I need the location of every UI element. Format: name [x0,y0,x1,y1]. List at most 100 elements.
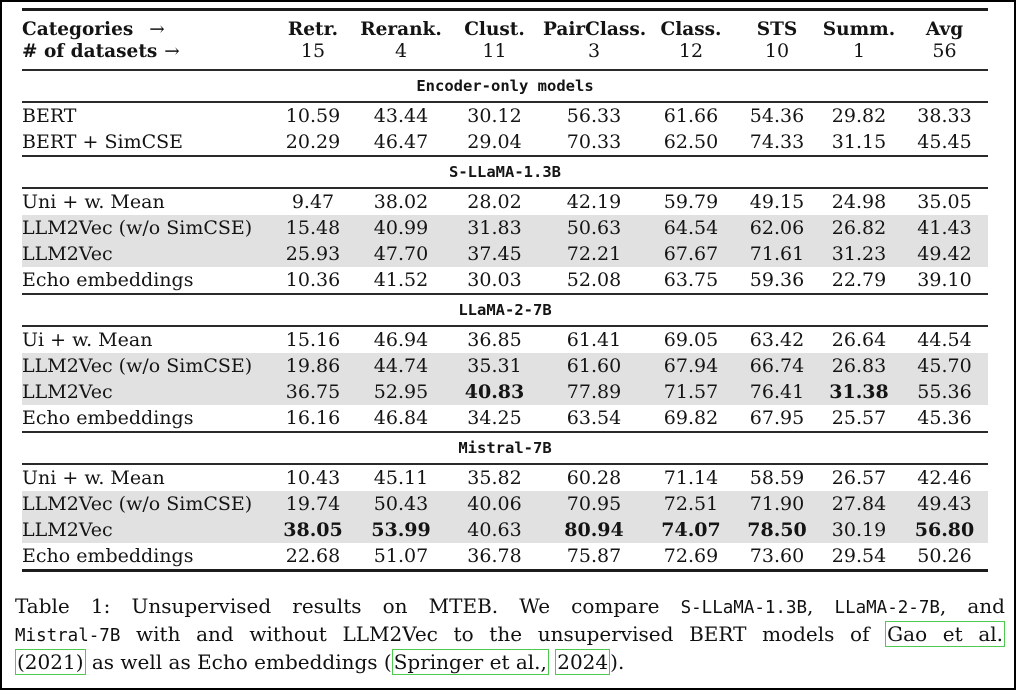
table-row: BERT 10.59 43.44 30.12 56.33 61.66 54.36 29.82 3… [22,102,988,129]
metric-value: 62.06 [737,215,817,241]
row-label: Uni + w. Mean [22,467,165,489]
column-header: Class. [660,19,722,40]
caption-text: as well as Echo embeddings ( [85,649,392,674]
metric-value: 72.21 [543,241,645,267]
categories-header-cell: Categories → [22,10,270,40]
metric-value: 27.84 [817,491,901,517]
dataset-count: 56 [901,40,988,71]
metric-value: 35.82 [467,467,522,489]
row-label: Echo embeddings [22,407,194,429]
metric-value: 19.86 [270,353,356,379]
metric-value: 40.99 [356,215,446,241]
metric-value: 45.45 [917,131,972,153]
metric-value: 9.47 [291,191,335,213]
metric-value: 46.84 [373,407,429,429]
metric-value: 50.63 [543,215,645,241]
caption-line: (2021) as well as Echo embeddings (Sprin… [15,648,1005,676]
metric-value: 42.46 [917,467,972,489]
metric-value: 38.05 [270,517,356,543]
metric-value: 31.83 [446,215,543,241]
caption-text: , and [939,594,1005,618]
metric-value: 46.94 [373,329,429,351]
column-header: Summ. [822,19,896,40]
table-caption: Table 1: Unsupervised results on MTEB. W… [15,593,1005,676]
column-header: Clust. [464,19,525,40]
metric-value: 31.23 [817,241,901,267]
metric-value: 78.50 [737,517,817,543]
metric-value: 41.52 [373,269,429,291]
citation-link[interactable]: Gao et al. [885,620,1005,647]
citation-link[interactable]: Springer et al., [391,648,549,675]
metric-value: 63.54 [566,407,622,429]
metric-value: 63.75 [663,269,719,291]
metric-value: 20.29 [285,131,341,153]
metric-value: 62.50 [663,131,719,153]
metric-value: 59.79 [663,191,719,213]
row-label: LLM2Vec (w/o SimCSE) [22,353,270,379]
metric-value: 40.06 [446,491,543,517]
metric-value: 30.03 [467,269,522,291]
metric-value: 59.36 [749,269,805,291]
metric-value: 56.33 [566,105,622,127]
dataset-count: 3 [543,40,645,71]
metric-value: 29.04 [467,131,522,153]
metric-value: 26.57 [831,467,887,489]
dataset-count: 15 [270,40,356,71]
dataset-count: 4 [356,40,446,71]
metric-value: 74.07 [645,517,737,543]
metric-value: 52.08 [566,269,622,291]
row-label: Ui + w. Mean [22,329,153,351]
header-row-dataset-counts: # of datasets → 15 4 11 3 12 10 1 56 [22,40,988,71]
metric-value: 43.44 [373,105,429,127]
section-header-row: S-LLaMA-1.3B [22,155,988,189]
metric-value: 16.16 [285,407,341,429]
metric-value: 29.54 [831,545,887,567]
metric-value: 72.51 [645,491,737,517]
metric-value: 52.95 [356,379,446,405]
metric-value: 44.54 [917,329,972,351]
metric-value: 61.60 [543,353,645,379]
row-label: LLM2Vec [22,517,270,543]
metric-value: 47.70 [356,241,446,267]
metric-value: 50.26 [917,545,972,567]
metric-value: 40.83 [446,379,543,405]
section-title: S-LLaMA-1.3B [22,155,988,189]
metric-value: 10.36 [285,269,341,291]
table-row: LLM2Vec (w/o SimCSE) 15.48 40.99 31.83 50.63… [22,215,988,241]
section-title: Encoder-only models [22,69,988,103]
citation-link[interactable]: (2021) [15,648,86,675]
metric-value: 24.98 [831,191,887,213]
metric-value: 28.02 [467,191,522,213]
datasets-label: # of datasets [22,40,158,62]
caption-model-name: Mistral-7B [15,625,121,646]
metric-value: 34.25 [467,407,522,429]
table-row: Ui + w. Mean 15.16 46.94 36.85 61.41 69.05 63.… [22,326,988,353]
metric-value: 25.93 [270,241,356,267]
metric-value: 22.79 [831,269,887,291]
metric-value: 54.36 [749,105,805,127]
metric-value: 67.67 [645,241,737,267]
metric-value: 38.33 [917,105,972,127]
caption-model-name: S-LLaMA-1.3B [680,598,808,618]
metric-value: 50.43 [356,491,446,517]
metric-value: 35.31 [446,353,543,379]
right-arrow-icon: → [164,40,180,62]
row-label: BERT [22,105,77,127]
metric-value: 51.07 [373,545,429,567]
metric-value: 10.43 [285,467,341,489]
metric-value: 75.87 [566,545,622,567]
datasets-header-cell: # of datasets → [22,40,270,71]
column-header: Rerank. [360,19,442,40]
table-row: Echo embeddings 10.36 41.52 30.03 52.08 63.75… [22,267,988,294]
metric-value: 61.41 [566,329,622,351]
section-header-row: Mistral-7B [22,431,988,465]
metric-value: 36.85 [467,329,522,351]
right-arrow-icon: → [149,19,165,40]
citation-link[interactable]: 2024 [555,648,611,675]
caption-model-name: LLaMA-2-7B [834,598,940,618]
dataset-count: 11 [446,40,543,71]
metric-value: 63.42 [749,329,805,351]
table-row: Uni + w. Mean 9.47 38.02 28.02 42.19 59.79 49.… [22,188,988,215]
row-label: Echo embeddings [22,269,194,291]
